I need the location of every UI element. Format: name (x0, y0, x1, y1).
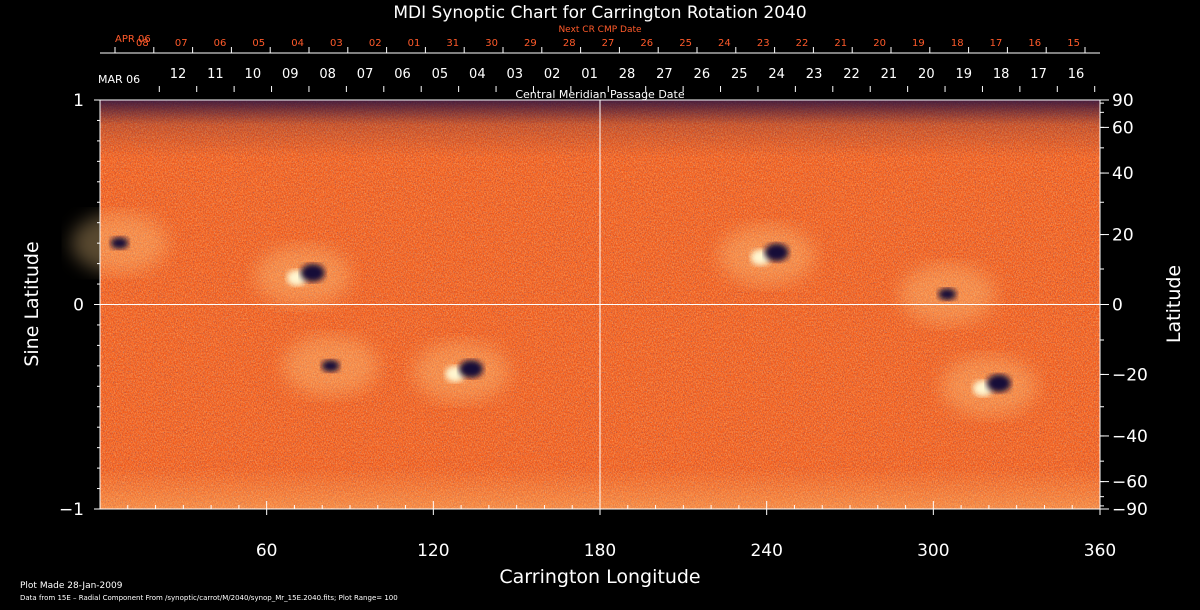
cmp-date-tick-label: 27 (656, 67, 673, 82)
cmp-date-tick-label: 01 (581, 67, 598, 82)
cmp-date-tick-label: 25 (731, 67, 748, 82)
next-cr-start-label: APR 06 (115, 34, 151, 45)
longitude-tick-label: 60 (256, 541, 278, 561)
cmp-date-tick-label: 09 (282, 67, 299, 82)
next-cr-ticks: 08 07 06 05 04 03 02 01 31 30 29 28 27 26 25 24 23 22 21 20… (114, 38, 1086, 53)
cmp-date-tick-label: 07 (357, 67, 374, 82)
longitude-tick-label: 120 (417, 541, 449, 561)
x-axis-label: Carrington Longitude (499, 566, 700, 588)
next-cr-axis-label: Next CR CMP Date (558, 25, 642, 35)
next-cr-tick-label: 25 (679, 38, 692, 49)
cmp-date-tick-label: 03 (506, 67, 523, 82)
cmp-date-tick-label: 02 (544, 67, 561, 82)
cmp-date-tick-label: 06 (394, 67, 411, 82)
cmp-date-tick-label: 24 (768, 67, 785, 82)
cmp-date-tick-label: 23 (806, 67, 823, 82)
next-cr-tick-label: 27 (602, 38, 615, 49)
active-region (413, 341, 510, 402)
next-cr-tick-label: 28 (563, 38, 576, 49)
latitude-tick-label: 90 (1112, 91, 1134, 111)
longitude-tick-label: 300 (917, 541, 949, 561)
sine-latitude-ticks: 1 0 −1 (59, 91, 100, 520)
sinlat-tick-label: −1 (59, 500, 84, 520)
longitude-ticks: 60 120 180 240 300 360 (99, 501, 1116, 561)
chart-title: MDI Synoptic Chart for Carrington Rotati… (393, 3, 806, 23)
cmp-date-tick-label: 26 (694, 67, 711, 82)
cmp-axis-label: Central Meridian Passage Date (515, 88, 684, 101)
latitude-tick-label: −40 (1112, 427, 1148, 447)
next-cr-tick-label: 22 (796, 38, 809, 49)
sinlat-tick-label: 0 (73, 296, 84, 316)
cmp-date-tick-label: 20 (918, 67, 935, 82)
cmp-date-tick-label: 17 (1030, 67, 1047, 82)
sinlat-tick-label: 1 (73, 91, 84, 111)
next-cr-tick-label: 17 (990, 38, 1003, 49)
next-cr-tick-label: 24 (718, 38, 731, 49)
next-cr-tick-label: 16 (1028, 38, 1041, 49)
data-source-note: Data from 15E – Radial Component From /s… (20, 594, 398, 602)
plot-made-note: Plot Made 28-Jan-2009 (20, 581, 123, 591)
cmp-start-label: MAR 06 (98, 73, 140, 86)
cmp-date-tick-label: 22 (843, 67, 860, 82)
next-cr-tick-label: 26 (640, 38, 653, 49)
cmp-date-tick-label: 21 (881, 67, 898, 82)
active-region (940, 356, 1037, 417)
next-cr-tick-label: 04 (291, 38, 304, 49)
cmp-date-tick-label: 08 (319, 67, 336, 82)
y-axis-label-left: Sine Latitude (21, 241, 43, 366)
cmp-date-tick-label: 10 (245, 67, 262, 82)
cmp-date-tick-label: 19 (955, 67, 972, 82)
y-axis-label-right: Latitude (1163, 265, 1185, 343)
next-cr-tick-label: 02 (369, 38, 382, 49)
cmp-date-tick-label: 11 (207, 67, 224, 82)
next-cr-tick-label: 08 (136, 38, 149, 49)
next-cr-tick-label: 20 (873, 38, 886, 49)
cmp-date-tick-label: 12 (170, 67, 187, 82)
latitude-ticks: 90 60 40 20 0 −20 −40 −60 −90 (1100, 91, 1148, 520)
cmp-date-tick-label: 18 (993, 67, 1010, 82)
next-cr-tick-label: 30 (485, 38, 498, 49)
next-cr-tick-label: 18 (951, 38, 964, 49)
latitude-tick-label: 20 (1112, 226, 1134, 246)
longitude-tick-label: 240 (750, 541, 782, 561)
active-region (899, 264, 996, 325)
next-cr-tick-label: 06 (214, 38, 227, 49)
next-cr-tick-label: 05 (252, 38, 265, 49)
next-cr-tick-label: 19 (912, 38, 925, 49)
active-regions (71, 213, 1037, 417)
longitude-tick-label: 360 (1084, 541, 1116, 561)
next-cr-tick-label: 21 (834, 38, 847, 49)
active-region (718, 225, 815, 286)
active-region (254, 245, 351, 306)
cmp-date-ticks: 12 11 10 09 08 07 06 05 04 03 02 01 28 27 26 25 24 23 22 21… (158, 67, 1096, 92)
cmp-date-tick-label: 16 (1068, 67, 1085, 82)
latitude-tick-label: 0 (1112, 296, 1123, 316)
cmp-date-tick-label: 04 (469, 67, 486, 82)
next-cr-tick-label: 23 (757, 38, 770, 49)
active-region (71, 213, 168, 274)
cmp-date-tick-label: 05 (432, 67, 449, 82)
latitude-tick-label: 40 (1112, 164, 1134, 184)
next-cr-tick-label: 01 (408, 38, 421, 49)
cmp-date-tick-label: 28 (619, 67, 636, 82)
longitude-tick-label: 180 (584, 541, 616, 561)
latitude-tick-label: −90 (1112, 500, 1148, 520)
next-cr-tick-label: 03 (330, 38, 343, 49)
latitude-tick-label: −60 (1112, 473, 1148, 493)
next-cr-tick-label: 29 (524, 38, 537, 49)
next-cr-tick-label: 15 (1067, 38, 1080, 49)
latitude-tick-label: 60 (1112, 118, 1134, 138)
next-cr-tick-label: 31 (446, 38, 459, 49)
next-cr-tick-label: 07 (175, 38, 188, 49)
active-region (282, 335, 379, 396)
latitude-tick-label: −20 (1112, 365, 1148, 385)
